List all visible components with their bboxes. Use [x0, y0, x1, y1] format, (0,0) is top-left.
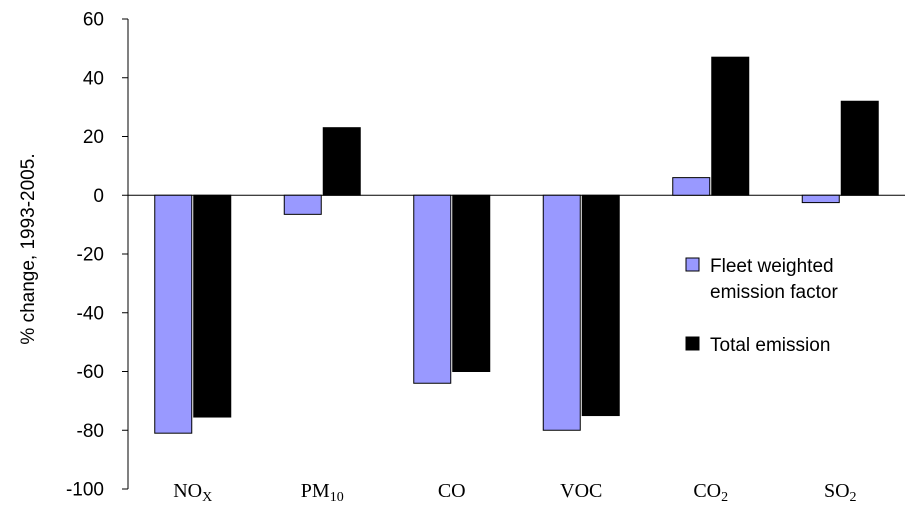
bar-fleet-factor: [283, 194, 322, 215]
bar-fleet-factor: [542, 194, 581, 431]
bar-total-emission: [711, 56, 750, 196]
bar-fleet-factor: [154, 194, 193, 434]
bars: [154, 56, 879, 434]
y-tick-label: 20: [83, 127, 104, 148]
legend-swatch: [685, 257, 700, 272]
y-tick-label: -40: [77, 303, 104, 324]
bar-total-emission: [322, 127, 361, 196]
y-tick-label: -100: [66, 480, 104, 501]
bar-total-emission: [452, 194, 491, 372]
y-tick-label: 40: [83, 68, 104, 89]
legend-label: Total emission: [710, 335, 830, 356]
y-tick-label: -60: [77, 362, 104, 383]
x-category-label: CO2: [693, 480, 728, 505]
bar-total-emission: [193, 194, 232, 418]
bar-fleet-factor: [413, 194, 452, 384]
y-axis-title: % change, 1993-2005.: [18, 153, 39, 344]
y-tick-label: -80: [77, 421, 104, 442]
y-tick-label: -20: [77, 245, 104, 266]
bar-fleet-factor: [801, 194, 840, 204]
bar-total-emission: [581, 194, 620, 417]
legend-label: Fleet weighted: [710, 256, 834, 277]
legend-label: emission factor: [710, 282, 838, 303]
legend: Fleet weighted emission factor Total emiss…: [685, 256, 838, 356]
x-category-label: SO2: [824, 480, 857, 505]
x-category-label: NOX: [173, 480, 212, 505]
x-category-labels: NOX PM10 CO VOC CO2 SO2: [173, 480, 856, 505]
x-category-label: VOC: [560, 480, 602, 502]
bar-total-emission: [840, 100, 879, 196]
x-category-label: CO: [438, 480, 466, 502]
y-tick-label: 0: [93, 186, 104, 207]
bar-fleet-factor: [672, 177, 711, 196]
legend-swatch: [685, 336, 700, 351]
y-tick-labels: 60 40 20 0 -20 -40 -60 -80 -100: [66, 10, 104, 501]
y-tick-label: 60: [83, 10, 104, 31]
x-category-label: PM10: [301, 480, 344, 505]
axes: [122, 18, 905, 490]
